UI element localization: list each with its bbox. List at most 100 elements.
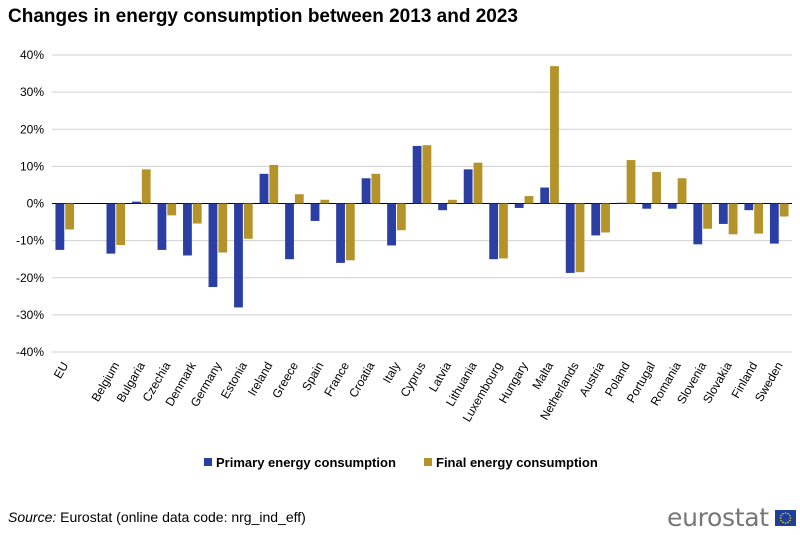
y-tick-label: 10% (20, 159, 44, 173)
y-tick-label: -30% (16, 308, 44, 322)
bar-final-eu (65, 203, 75, 230)
bar-final-sweden (779, 203, 789, 217)
y-axis-ticks: 40% 30% 20% 10% 0% -10% -20% -30% -40% (16, 48, 44, 359)
bar-final-hungary (524, 196, 534, 204)
source-label: Source: (8, 509, 57, 525)
eu-flag-star (780, 514, 782, 516)
eu-flag-star (779, 516, 782, 519)
eu-flag-star (787, 521, 789, 523)
legend: Primary energy consumption Final energy c… (204, 455, 598, 470)
bar-primary-romania (667, 203, 677, 209)
bar-primary-slovenia (693, 203, 703, 245)
eu-flag-icon (774, 509, 796, 526)
bar-final-belgium (116, 203, 126, 246)
bar-primary-ireland (259, 173, 269, 204)
bar-final-italy (396, 203, 406, 231)
x-tick-label: Greece (269, 359, 301, 400)
eurostat-logo: eurostat (667, 503, 796, 532)
bar-final-greece (294, 194, 304, 204)
eurostat-logo-text: eurostat (667, 503, 769, 532)
bar-primary-spain (310, 203, 320, 221)
bar-final-netherlands (575, 203, 585, 273)
bar-primary-estonia (234, 203, 243, 308)
bar-primary-sweden (769, 203, 779, 244)
x-tick-label: Cyprus (397, 360, 428, 400)
legend-label-final: Final energy consumption (436, 455, 598, 470)
bar-primary-austria (591, 203, 601, 236)
bar-primary-czechia (157, 203, 167, 250)
bar-primary-latvia (438, 203, 448, 211)
bar-primary-poland (616, 202, 626, 204)
bar-primary-netherlands (565, 203, 575, 273)
bar-primary-croatia (361, 178, 371, 204)
y-tick-label: -10% (16, 234, 44, 248)
bar-chart: 40% 30% 20% 10% 0% -10% -20% -30% -40% EU Belgium… (16, 48, 792, 470)
source-note: Source: Eurostat (online data code: nrg_… (8, 509, 306, 525)
bar-final-finland (754, 203, 764, 234)
y-tick-label: 30% (20, 85, 44, 99)
x-tick-label: EU (51, 360, 71, 381)
legend-swatch-final (424, 458, 432, 466)
legend-label-primary: Primary energy consumption (216, 455, 396, 470)
bar-final-lithuania (473, 162, 483, 204)
bar-final-cyprus (422, 145, 432, 204)
eu-flag-star (788, 519, 791, 521)
eu-flag-star (787, 512, 789, 514)
bar-final-croatia (371, 173, 381, 204)
bar-primary-malta (540, 187, 550, 204)
chart-title: Changes in energy consumption between 20… (8, 6, 518, 27)
bar-primary-hungary (514, 203, 524, 208)
bar-primary-finland (744, 203, 754, 211)
bar-final-france (345, 203, 355, 261)
bar-final-romania (677, 178, 687, 204)
x-axis-labels: EU BelgiumBulgariaCzechiaDenmarkGermanyEs… (51, 359, 786, 425)
bar-final-spain (320, 199, 330, 204)
eu-flag-star (789, 516, 792, 519)
bar-final-luxembourg (499, 203, 508, 259)
bar-primary-france (336, 203, 345, 263)
bar-final-estonia (243, 203, 253, 239)
bar-final-czechia (167, 203, 177, 216)
bar-primary-denmark (183, 203, 192, 256)
bar-primary-luxembourg (489, 203, 499, 260)
bar-primary-cyprus (412, 145, 422, 204)
bars (55, 66, 789, 308)
bar-final-poland (626, 160, 636, 204)
bar-primary-belgium (106, 203, 116, 254)
y-tick-label: -20% (16, 271, 44, 285)
eu-flag-star (784, 511, 787, 514)
bar-primary-germany (208, 203, 218, 288)
bar-primary-greece (285, 203, 294, 260)
y-tick-label: 0% (27, 197, 45, 211)
eu-flag-star (780, 519, 782, 521)
x-tick-label: Italy (380, 360, 403, 386)
bar-primary-eu (55, 203, 65, 250)
y-tick-label: -40% (16, 345, 44, 359)
eu-flag-background (774, 509, 796, 526)
eu-flag-star (782, 521, 784, 523)
bar-primary-lithuania (463, 169, 473, 204)
eu-flag-star (784, 521, 787, 524)
bar-final-portugal (652, 171, 661, 204)
bar-final-bulgaria (141, 169, 151, 204)
x-tick-label: Croatia (346, 359, 378, 400)
source-text: Eurostat (online data code: nrg_ind_eff) (60, 509, 306, 525)
legend-swatch-primary (204, 458, 212, 466)
bar-final-denmark (192, 203, 202, 224)
y-tick-label: 20% (20, 122, 44, 136)
eu-flag-star (782, 512, 784, 514)
y-tick-label: 40% (20, 48, 44, 62)
bar-final-austria (601, 203, 610, 233)
bar-primary-italy (387, 203, 396, 246)
bar-primary-portugal (642, 203, 652, 209)
bar-primary-slovakia (718, 203, 728, 224)
bar-final-ireland (269, 164, 279, 204)
bar-final-malta (550, 66, 559, 204)
bar-final-latvia (448, 199, 457, 204)
bar-primary-bulgaria (132, 201, 141, 204)
gridlines (52, 54, 792, 353)
bar-final-slovenia (703, 203, 712, 229)
bar-final-slovakia (728, 203, 738, 235)
x-tick-label: Malta (529, 359, 556, 392)
bar-final-germany (218, 203, 228, 253)
